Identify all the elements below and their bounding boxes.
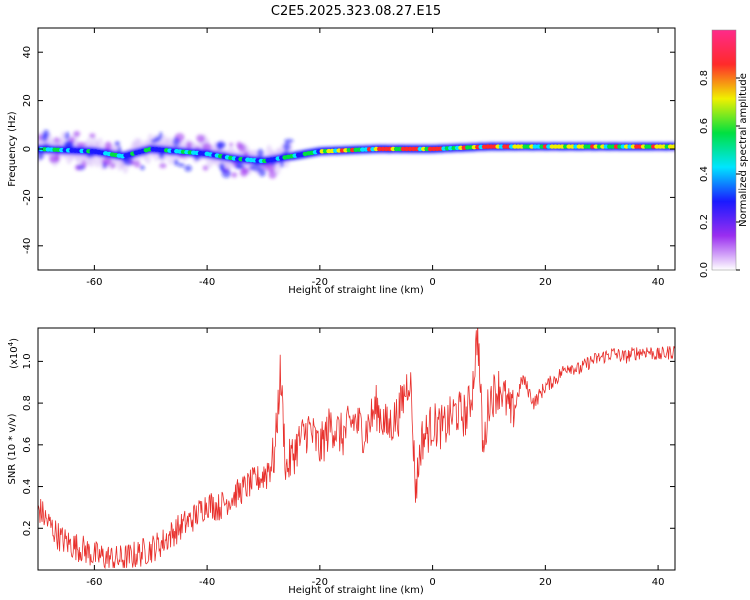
snr-x-tick-label: -20 <box>312 577 328 588</box>
snr-y-tick-label: 0.2 <box>22 520 33 536</box>
spectrogram-noise-blob <box>241 167 250 174</box>
spectrogram-noise-blob <box>42 129 50 138</box>
spectrogram-y-ticks: -40 -20 0 20 40 <box>22 46 675 254</box>
spectrogram-x-tick-label: 20 <box>539 277 552 288</box>
spectrogram-noise-blob <box>184 165 192 172</box>
spectrogram-noise-blob <box>202 165 209 171</box>
spectrogram-noise-blob <box>173 158 179 166</box>
spectrogram-x-tick-label: 40 <box>652 277 665 288</box>
spectrogram-x-tick-label: -40 <box>199 277 215 288</box>
colorbar-label: Normalized spectral amplitude <box>738 73 749 227</box>
spectrogram-noise-blob <box>258 167 266 177</box>
spectrogram-noise-blob <box>114 141 121 147</box>
spectrogram-noise-blob <box>231 172 238 178</box>
spectrogram-noise-blob <box>158 153 165 159</box>
spectrogram-noise-blob <box>89 133 96 139</box>
snr-scale-base: (x10 <box>9 346 20 369</box>
snr-x-tick-label: -40 <box>199 577 215 588</box>
spectrogram-x-tick-label: -60 <box>86 277 102 288</box>
spectrogram-noise-blob <box>64 131 70 141</box>
snr-x-axis-label: Height of straight line (km) <box>288 585 424 596</box>
spectrogram-y-axis-label: Frequency (Hz) <box>7 111 18 187</box>
spectrogram-noise-blob <box>235 164 245 169</box>
snr-scale-label: (x104) <box>7 338 20 369</box>
colorbar-ticks: 0.0 0.2 0.4 0.6 0.8 <box>699 70 740 278</box>
spectrogram-noise-blob <box>38 134 42 142</box>
spectrogram-noise-blob <box>150 138 158 144</box>
spectrogram-noise-blob <box>104 141 113 151</box>
spectrogram-noise-blob <box>76 142 87 147</box>
colorbar-tick-label: 0.2 <box>699 214 710 230</box>
spectrogram-noise-blob <box>55 153 60 162</box>
colorbar-tick-label: 0.8 <box>699 70 710 86</box>
spectrogram-panel: -60 -40 -20 0 20 40 -40 -20 0 20 40 Height of str… <box>7 27 676 296</box>
colorbar-frame <box>711 29 737 271</box>
spectrogram-noise-blob <box>196 134 205 143</box>
colorbar-tick-label: 0.4 <box>699 166 710 182</box>
spectrogram-heat-layer <box>38 129 675 179</box>
spectrogram-noise-blob <box>216 141 224 151</box>
snr-panel: -60 -40 -20 0 20 40 0.2 0.4 0.6 0.8 1.0 Height of… <box>7 327 676 596</box>
snr-series-line <box>38 328 675 570</box>
snr-y-tick-label: 1.0 <box>22 353 33 369</box>
spectrogram-x-tick-label: -20 <box>312 277 328 288</box>
spectrogram-noise-blob <box>202 143 212 152</box>
figure-title: C2E5.2025.323.08.27.E15 <box>271 4 441 19</box>
colorbar-tick-label: 0.6 <box>699 118 710 134</box>
snr-x-tick-label: 40 <box>652 577 665 588</box>
spectrogram-y-tick-label: -40 <box>22 238 33 254</box>
spectrogram-noise-blob <box>73 130 81 138</box>
spectrogram-y-tick-label: 20 <box>22 94 33 107</box>
spectrogram-noise-blob <box>74 164 82 171</box>
snr-y-ticks: 0.2 0.4 0.6 0.8 1.0 <box>22 353 675 536</box>
snr-x-tick-label: 0 <box>429 577 435 588</box>
snr-y-axis-label: SNR (10 * v/v) <box>7 413 18 484</box>
spectrogram-noise-blob <box>139 165 145 171</box>
spectrogram-y-tick-label: -20 <box>22 189 33 205</box>
spectrogram-noise-blob <box>186 141 192 149</box>
snr-scale-close: ) <box>9 338 20 342</box>
spectrogram-noise-blob <box>172 137 180 147</box>
colorbar-tick-label: 0.0 <box>699 262 710 278</box>
spectrogram-noise-blob <box>130 160 135 165</box>
snr-scale-exponent: 4 <box>7 341 15 346</box>
spectrogram-noise-blob <box>102 157 112 166</box>
spectrogram-noise-blob <box>133 160 141 168</box>
snr-x-tick-label: 20 <box>539 577 552 588</box>
spectrogram-noise-blob <box>266 164 275 173</box>
spectrogram-noise-blob <box>177 162 185 168</box>
spectrogram-noise-blob <box>284 138 294 143</box>
spectrogram-noise-blob <box>237 143 246 153</box>
spectrogram-noise-blob <box>110 163 116 169</box>
snr-y-tick-label: 0.4 <box>22 479 33 495</box>
spectrogram-noise-blob <box>268 170 277 179</box>
spectrogram-x-ticks: -60 -40 -20 0 20 40 <box>86 28 664 288</box>
spectrogram-y-tick-label: 40 <box>22 46 33 59</box>
spectrogram-noise-blob <box>159 163 167 169</box>
snr-y-tick-label: 0.8 <box>22 395 33 411</box>
spectrogram-noise-blob <box>117 146 122 154</box>
spectrogram-ridge-core <box>671 144 675 149</box>
spectrogram-noise-blob <box>283 142 291 152</box>
colorbar: 0.0 0.2 0.4 0.6 0.8 Normalized spectral ampl… <box>699 29 749 278</box>
spectrogram-noise-blob <box>53 137 61 144</box>
spectrogram-x-tick-label: 0 <box>429 277 435 288</box>
colorbar-gradient-bar <box>712 30 736 270</box>
spectrogram-x-axis-label: Height of straight line (km) <box>288 285 424 296</box>
spectrogram-noise-blob <box>229 142 234 147</box>
snr-plot-area <box>38 328 675 570</box>
spectrogram-noise-blob <box>220 165 225 172</box>
spectrogram-y-tick-label: 0 <box>22 146 33 152</box>
snr-x-tick-label: -60 <box>86 577 102 588</box>
spectrogram-noise-blob <box>251 164 262 172</box>
spectrogram-noise-blob <box>221 168 232 178</box>
spectrogram-noise-blob <box>279 161 285 168</box>
spectrogram-noise-blob <box>256 148 264 158</box>
snr-x-ticks: -60 -40 -20 0 20 40 <box>86 328 664 588</box>
snr-frame <box>37 327 676 571</box>
snr-y-tick-label: 0.6 <box>22 437 33 453</box>
